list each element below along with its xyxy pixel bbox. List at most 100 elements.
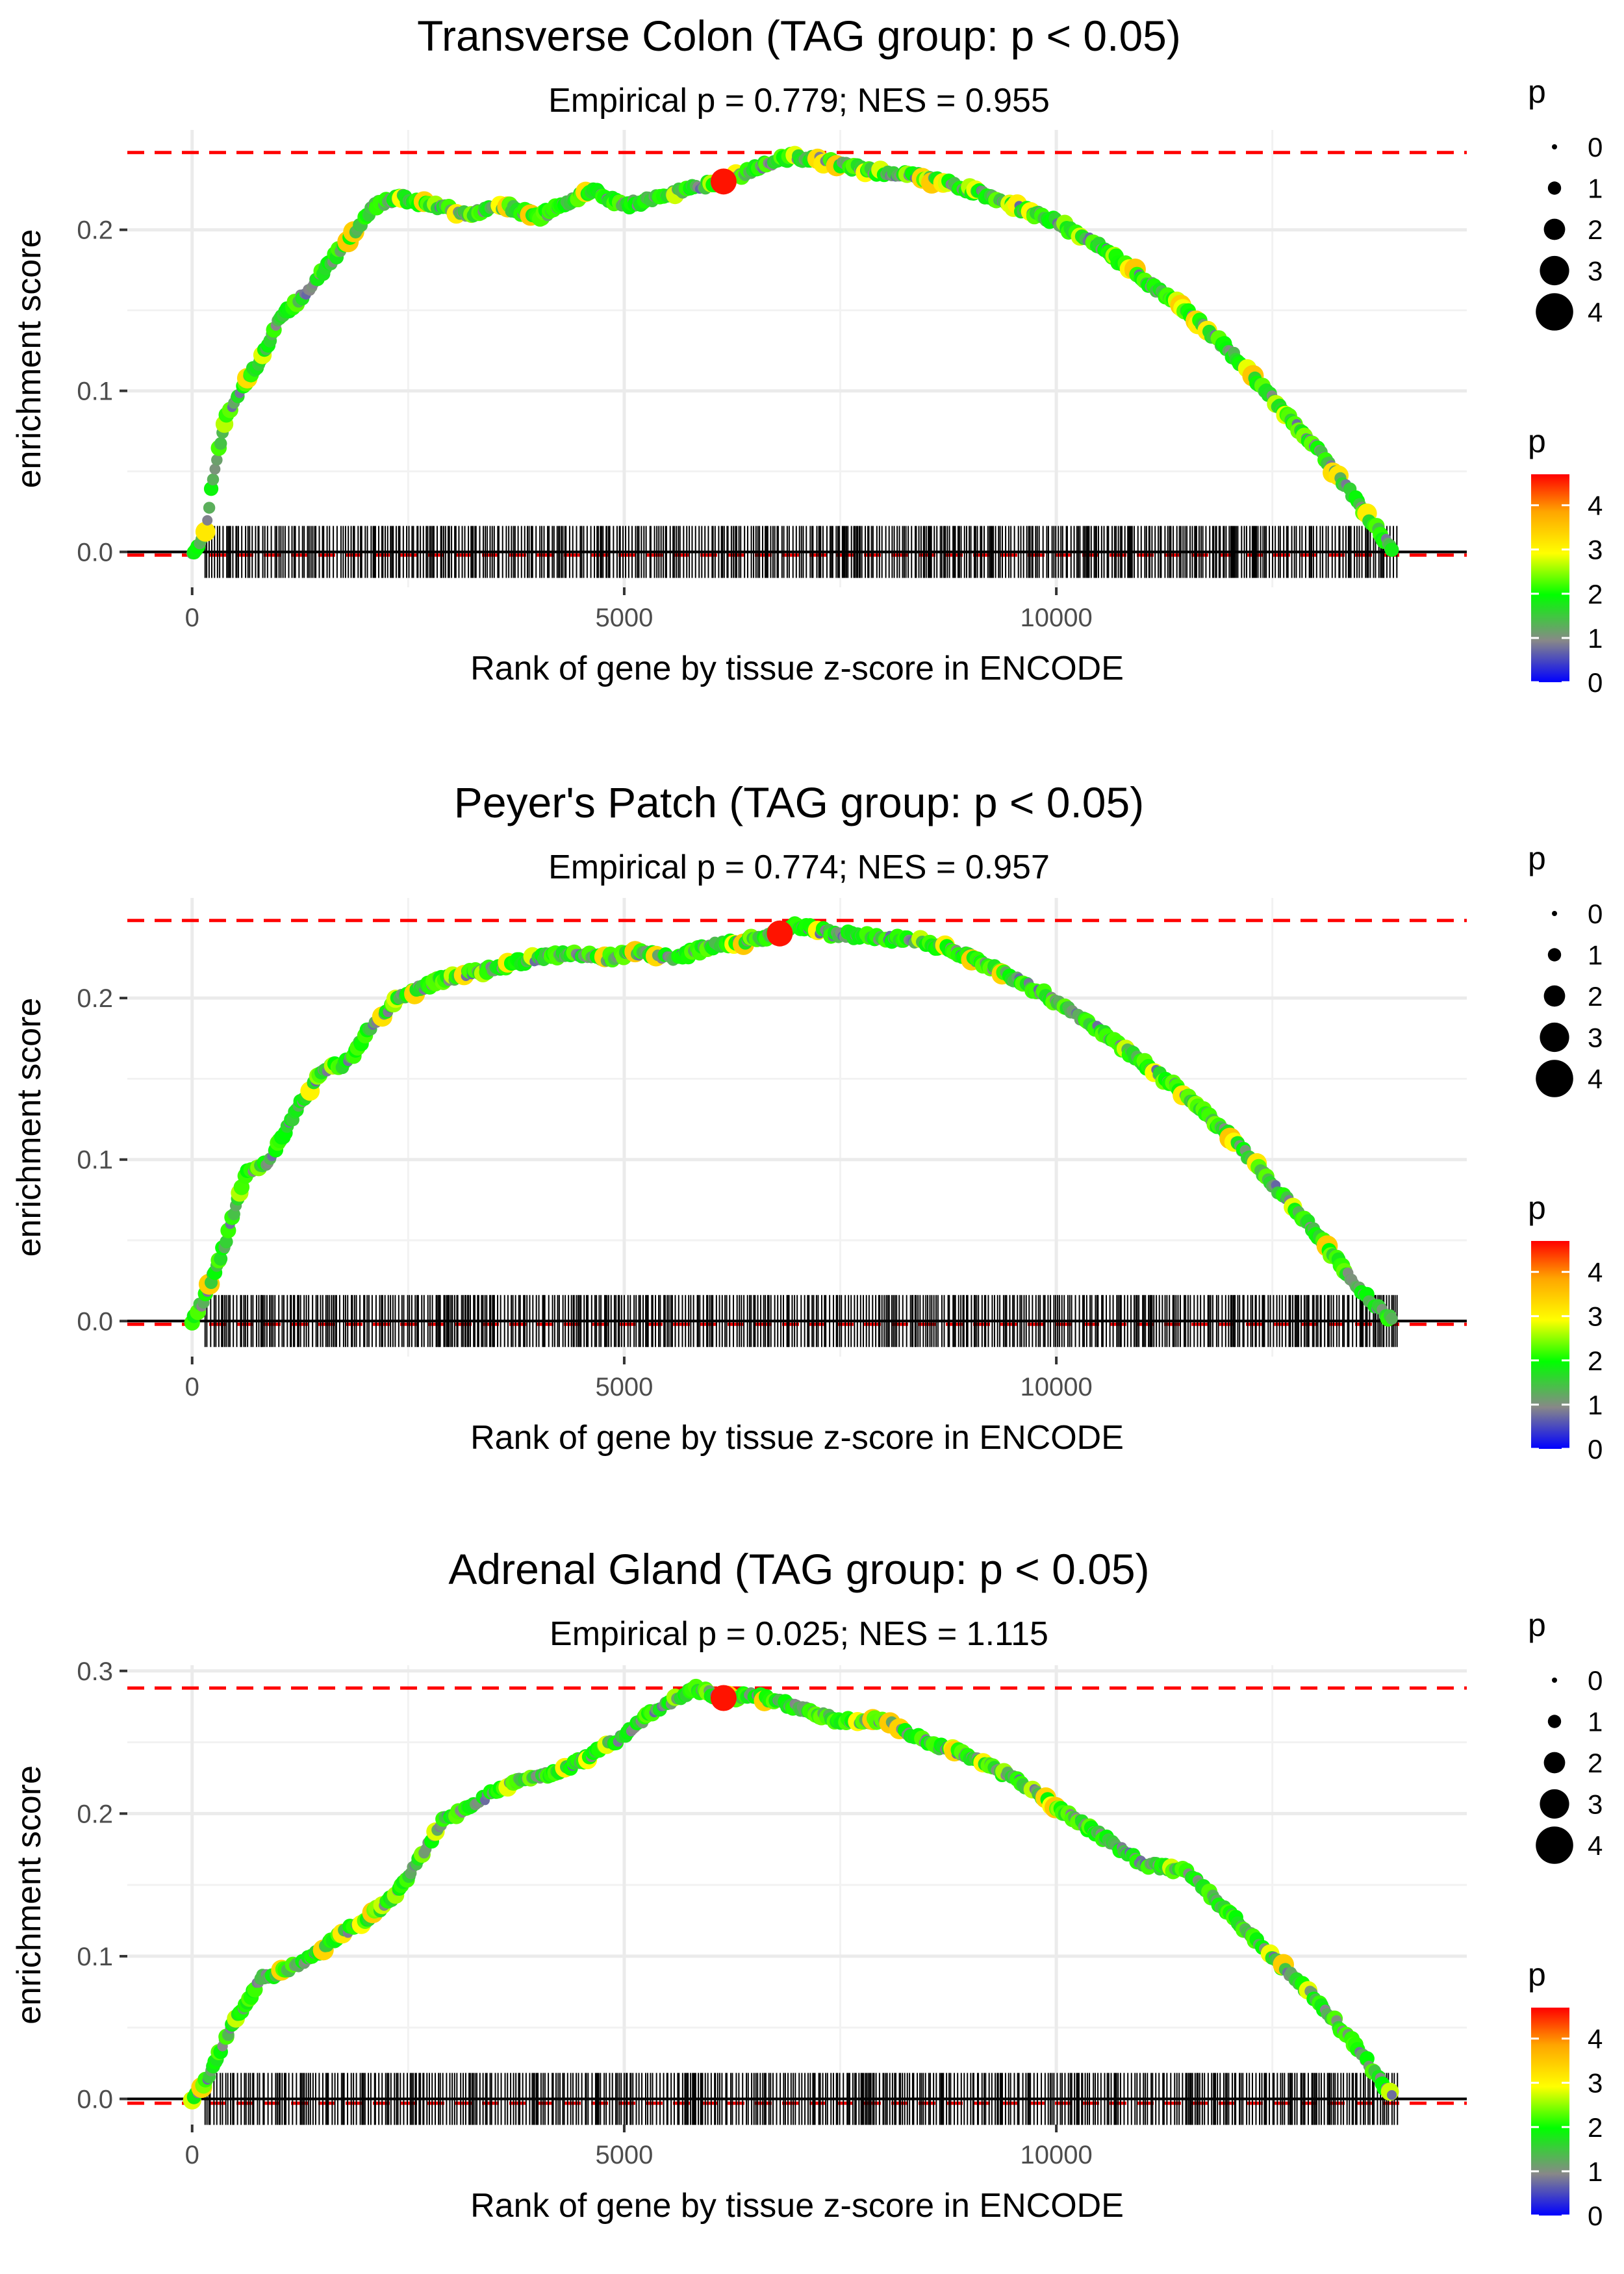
color-legend-label: 3	[1588, 535, 1603, 565]
color-legend-label: 4	[1588, 2024, 1603, 2054]
size-legend-dot	[1547, 948, 1562, 962]
chart-subtitle: Empirical p = 0.779; NES = 0.955	[548, 82, 1050, 120]
es-point	[211, 454, 223, 466]
size-legend-dot	[1543, 1752, 1566, 1774]
y-tick-label: 0.1	[77, 1146, 113, 1175]
chart-subtitle: Empirical p = 0.774; NES = 0.957	[548, 849, 1050, 886]
es-point	[1386, 2089, 1397, 2101]
size-legend-label: 0	[1588, 899, 1603, 929]
x-tick-label: 10000	[1020, 2141, 1092, 2169]
size-legend-label: 1	[1588, 940, 1603, 971]
size-legend-dot	[1536, 293, 1573, 331]
size-legend-dot	[1536, 1060, 1573, 1097]
color-legend-bar	[1531, 474, 1569, 682]
x-axis-label: Rank of gene by tissue z-score in ENCODE	[470, 1419, 1124, 1457]
y-axis-label: enrichment score	[10, 998, 48, 1257]
size-legend-dot	[1552, 911, 1557, 916]
es-point	[202, 515, 213, 526]
es-point	[207, 473, 220, 486]
size-legend-label: 1	[1588, 1707, 1603, 1737]
size-legend-dot	[1543, 985, 1566, 1007]
es-point	[203, 502, 216, 514]
color-legend-label: 2	[1588, 1346, 1603, 1376]
chart-title: Adrenal Gland (TAG group: p < 0.05)	[448, 1545, 1149, 1593]
es-point	[1386, 1312, 1398, 1325]
chart-title: Peyer's Patch (TAG group: p < 0.05)	[454, 778, 1144, 826]
color-legend-bar	[1531, 1241, 1569, 1449]
y-tick-label: 0.1	[77, 1943, 113, 1971]
y-tick-label: 0.0	[77, 538, 113, 567]
enrichment-points	[184, 916, 1398, 1331]
size-legend-dot	[1540, 1022, 1569, 1053]
color-legend-label: 1	[1588, 2156, 1603, 2187]
color-legend: p 0 1 2 3 4	[1528, 1956, 1603, 2231]
color-legend-label: 3	[1588, 2068, 1603, 2099]
size-legend-dot	[1536, 1826, 1573, 1864]
size-legend-label: 3	[1588, 1023, 1603, 1053]
size-legend-dot	[1540, 1789, 1569, 1819]
color-legend-label: 0	[1588, 667, 1603, 698]
peak-point	[710, 1685, 737, 1711]
axes: 0.0 0.1 0.2 0 5000 10000 Rank of gene by tissu…	[10, 984, 1124, 1457]
size-legend-label: 2	[1588, 981, 1603, 1012]
x-axis-label: Rank of gene by tissue z-score in ENCODE	[470, 2187, 1124, 2225]
x-tick-label: 0	[185, 1373, 199, 1401]
chart-panel-2: Peyer's Patch (TAG group: p < 0.05) Empir…	[10, 778, 1603, 1464]
y-tick-label: 0.1	[77, 377, 113, 406]
es-point	[214, 1251, 228, 1266]
color-legend-label: 4	[1588, 1257, 1603, 1288]
es-point	[214, 437, 227, 450]
y-tick-label: 0.0	[77, 1307, 113, 1336]
size-legend-label: 2	[1588, 1748, 1603, 1778]
size-legend-title: p	[1528, 840, 1546, 876]
color-legend-label: 3	[1588, 1301, 1603, 1332]
color-legend-title: p	[1528, 1190, 1546, 1226]
chart-panel-1: Transverse Colon (TAG group: p < 0.05) Em…	[10, 12, 1603, 698]
size-legend: p 0 1 2 3 4	[1528, 840, 1603, 1097]
size-legend-label: 4	[1588, 1830, 1603, 1861]
x-tick-label: 0	[185, 604, 199, 632]
size-legend-title: p	[1528, 73, 1546, 110]
axes: 0.0 0.1 0.2 0 5000 10000 Rank of gene by tissu…	[10, 216, 1124, 687]
color-legend: p 0 1 2 3 4	[1528, 1190, 1603, 1464]
x-tick-label: 10000	[1020, 1373, 1092, 1401]
color-legend-label: 2	[1588, 579, 1603, 609]
y-axis-label: enrichment score	[10, 229, 48, 489]
es-point	[195, 522, 216, 542]
y-axis-label: enrichment score	[10, 1765, 48, 2025]
color-legend-label: 0	[1588, 1434, 1603, 1464]
color-legend-label: 1	[1588, 1390, 1603, 1420]
gridlines	[127, 130, 1467, 587]
y-tick-label: 0.3	[77, 1657, 113, 1686]
size-legend-label: 1	[1588, 173, 1603, 204]
enrichment-points	[186, 146, 1399, 560]
x-tick-label: 5000	[595, 2141, 653, 2169]
es-point	[1384, 543, 1399, 557]
gridlines	[127, 898, 1467, 1357]
y-tick-label: 0.2	[77, 216, 113, 245]
axes: 0.0 0.1 0.2 0.3 0 5000 10000 Rank of gene by ti…	[10, 1657, 1124, 2225]
chart-title: Transverse Colon (TAG group: p < 0.05)	[417, 12, 1181, 60]
size-legend-dot	[1547, 1715, 1562, 1728]
color-legend-label: 0	[1588, 2201, 1603, 2231]
size-legend-label: 0	[1588, 1665, 1603, 1696]
size-legend-dot	[1543, 218, 1566, 240]
color-legend-title: p	[1528, 423, 1546, 459]
color-legend-label: 4	[1588, 491, 1603, 521]
size-legend-label: 3	[1588, 1789, 1603, 1820]
size-legend-label: 0	[1588, 132, 1603, 162]
gridlines	[127, 1665, 1467, 2125]
x-tick-label: 10000	[1020, 604, 1092, 632]
size-legend-dot	[1552, 144, 1557, 149]
y-tick-label: 0.2	[77, 984, 113, 1013]
x-tick-label: 5000	[595, 1373, 653, 1401]
color-legend: p 0 1 2 3 4	[1528, 423, 1603, 698]
color-legend-bar	[1531, 2008, 1569, 2216]
x-tick-label: 0	[185, 2141, 199, 2169]
enrichment-points	[183, 1678, 1399, 2110]
size-legend: p 0 1 2 3 4	[1528, 1607, 1603, 1864]
y-tick-label: 0.2	[77, 1800, 113, 1828]
size-legend-label: 4	[1588, 1064, 1603, 1094]
size-legend-title: p	[1528, 1607, 1546, 1643]
